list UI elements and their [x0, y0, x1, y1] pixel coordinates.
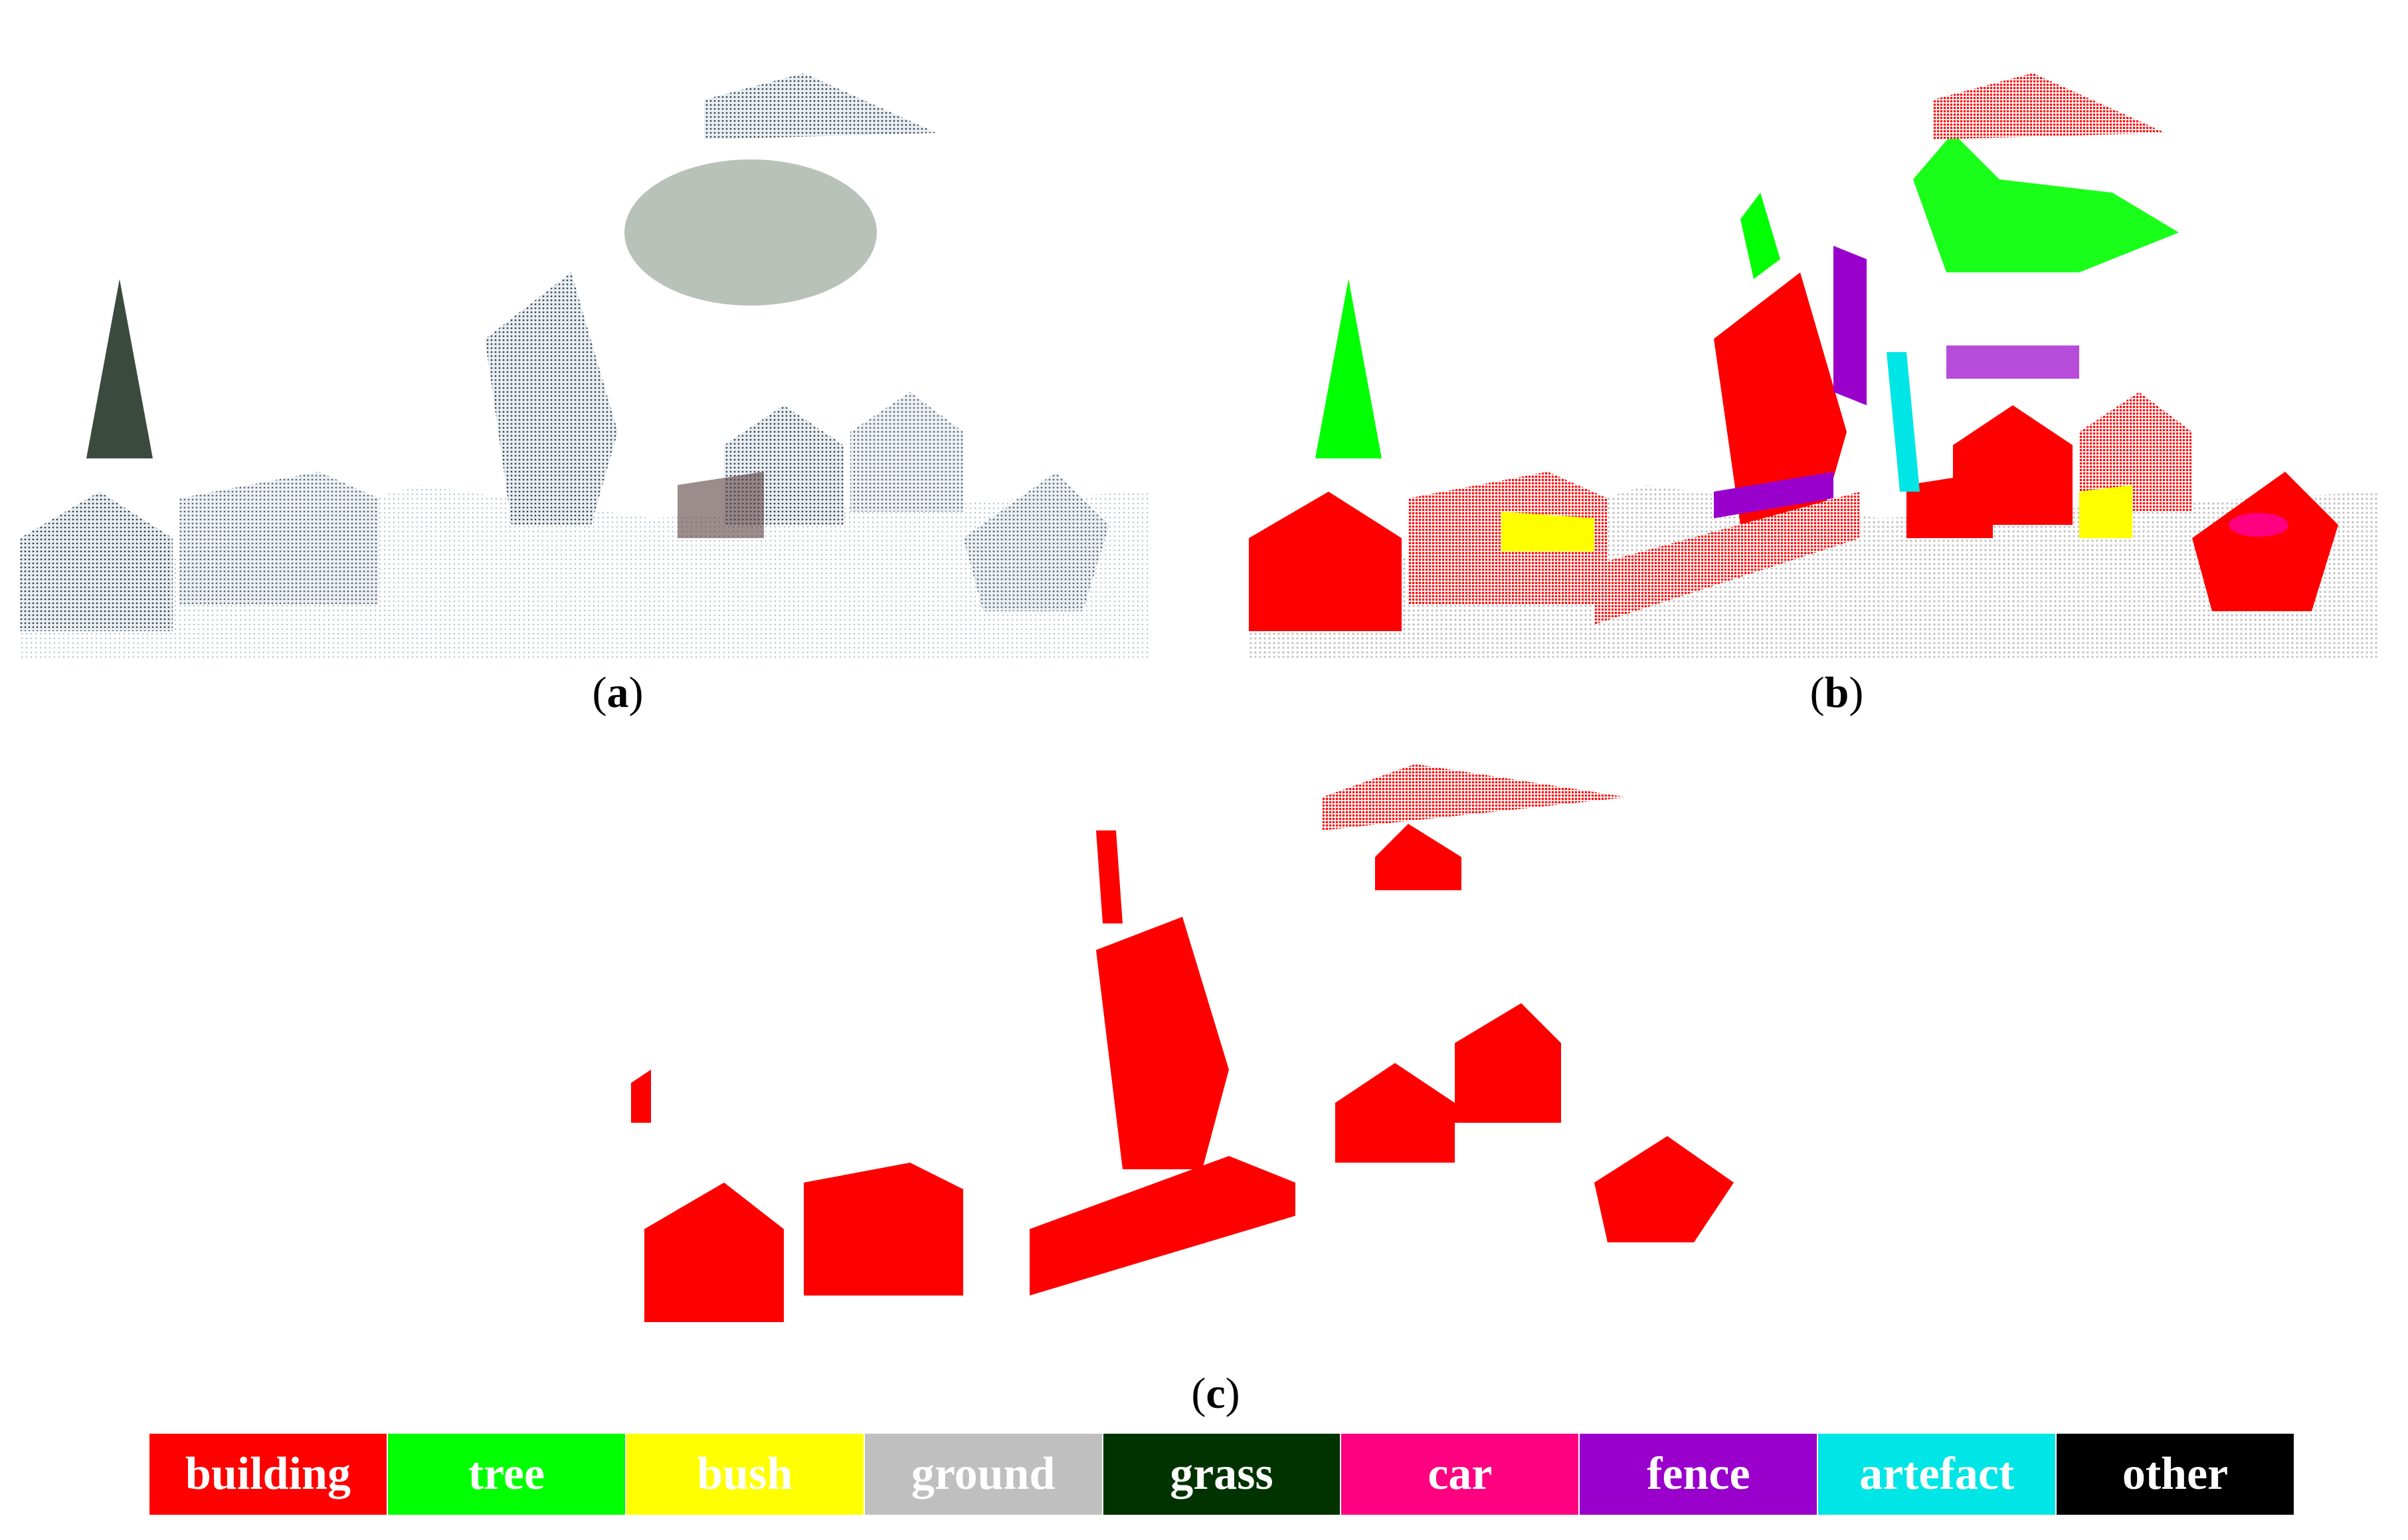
point-cloud-labeled-image — [1249, 60, 2391, 658]
class-legend: building tree bush ground grass car fenc… — [149, 1434, 2294, 1515]
legend-artefact: artefact — [1818, 1434, 2057, 1515]
legend-car: car — [1341, 1434, 1580, 1515]
caption-b: (b) — [1809, 668, 1864, 717]
legend-other: other — [2057, 1434, 2294, 1515]
point-cloud-raw-image — [20, 60, 1162, 658]
caption-c: (c) — [1191, 1369, 1240, 1418]
legend-bush: bush — [626, 1434, 865, 1515]
legend-grass: grass — [1103, 1434, 1342, 1515]
building-class-image — [631, 751, 1813, 1369]
caption-a: (a) — [592, 668, 644, 717]
legend-ground: ground — [864, 1434, 1103, 1515]
legend-building: building — [149, 1434, 388, 1515]
legend-fence: fence — [1580, 1434, 1819, 1515]
legend-tree: tree — [387, 1434, 626, 1515]
